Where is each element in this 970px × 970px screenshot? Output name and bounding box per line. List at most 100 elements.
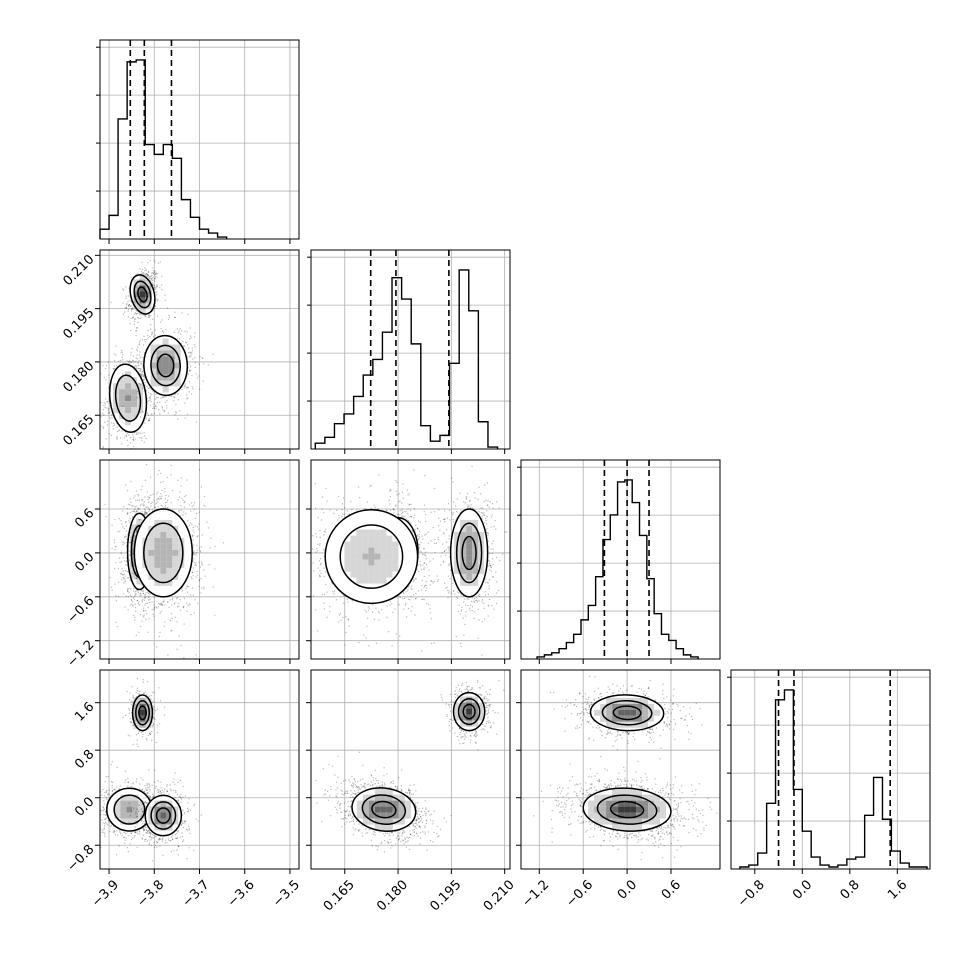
scatter-point	[168, 495, 170, 497]
density-cell	[162, 380, 169, 387]
scatter-point	[159, 603, 161, 605]
scatter-point	[156, 284, 158, 286]
scatter-point	[120, 572, 123, 574]
scatter-point	[144, 508, 146, 510]
scatter-point	[323, 549, 326, 551]
scatter-point	[131, 600, 134, 603]
density-cell	[160, 567, 167, 574]
scatter-point	[415, 577, 417, 580]
scatter-point	[134, 607, 137, 609]
scatter-point	[178, 605, 180, 607]
scatter-point	[130, 599, 133, 601]
scatter-point	[403, 597, 406, 599]
scatter-point	[155, 394, 157, 396]
scatter-point	[389, 503, 391, 505]
scatter-point	[194, 346, 196, 348]
scatter-point	[136, 599, 138, 602]
scatter-point	[191, 587, 194, 589]
density-cell	[125, 395, 132, 402]
scatter-point	[132, 505, 134, 507]
scatter-point	[148, 316, 150, 318]
scatter-point	[192, 553, 194, 555]
scatter-point	[123, 311, 126, 313]
scatter-point	[191, 523, 193, 525]
density-cell	[166, 567, 173, 574]
scatter-point	[125, 557, 127, 559]
density-cell	[160, 555, 167, 562]
panel-content	[104, 464, 225, 659]
scatter-point	[153, 499, 155, 502]
scatter-point	[138, 631, 140, 633]
scatter-point	[129, 521, 131, 523]
scatter-point	[161, 275, 163, 277]
density-cell	[113, 407, 120, 414]
scatter-point	[364, 508, 366, 510]
scatter-point	[164, 504, 167, 507]
scatter-point	[130, 310, 133, 312]
scatter-point	[130, 354, 132, 356]
scatter-point	[153, 271, 156, 274]
scatter-point	[134, 318, 136, 320]
scatter-point	[190, 352, 192, 354]
contour-line	[150, 344, 181, 387]
scatter-point	[149, 275, 151, 278]
scatter-point	[150, 323, 152, 326]
scatter-point	[187, 604, 189, 606]
scatter-point	[192, 529, 194, 531]
scatter-point	[144, 514, 146, 516]
scatter-point	[142, 590, 144, 592]
scatter-point	[142, 590, 144, 592]
scatter-point	[141, 601, 143, 603]
scatter-point	[103, 404, 105, 407]
scatter-point	[167, 654, 169, 656]
scatter-point	[114, 545, 117, 548]
scatter-point	[146, 400, 148, 402]
scatter-point	[185, 512, 187, 515]
scatter-point	[136, 354, 138, 356]
plot-data	[99, 40, 928, 869]
scatter-point	[134, 431, 136, 434]
density-cell	[131, 389, 138, 396]
scatter-point	[123, 573, 126, 575]
scatter-point	[191, 571, 194, 573]
scatter-point	[143, 513, 145, 515]
density-cell	[162, 362, 169, 369]
scatter-point	[149, 387, 151, 389]
scatter-point	[134, 594, 137, 596]
scatter-point	[408, 493, 410, 495]
scatter-point	[133, 509, 135, 511]
scatter-point	[176, 596, 178, 599]
scatter-point	[187, 387, 189, 389]
scatter-point	[186, 386, 188, 389]
scatter-point	[154, 334, 156, 336]
scatter-point	[389, 488, 391, 491]
scatter-point	[143, 351, 145, 354]
scatter-point	[188, 380, 191, 383]
scatter-point	[398, 493, 400, 495]
scatter-point	[144, 594, 146, 597]
scatter-point	[157, 397, 159, 399]
scatter-point	[137, 493, 139, 495]
scatter-point	[192, 539, 194, 541]
scatter-point	[425, 555, 427, 557]
scatter-point	[155, 273, 157, 275]
scatter-point	[136, 390, 139, 393]
scatter-point	[148, 592, 150, 595]
scatter-point	[187, 313, 189, 316]
density-cell	[125, 389, 132, 396]
scatter-point	[128, 520, 130, 522]
scatter-point	[181, 388, 183, 391]
scatter-point	[180, 477, 182, 479]
density-cell	[174, 356, 181, 363]
scatter-point	[123, 593, 125, 595]
scatter-point	[138, 354, 140, 356]
density-cell	[172, 549, 179, 556]
scatter-point	[422, 538, 424, 541]
scatter-point	[148, 391, 150, 394]
scatter-point	[195, 654, 197, 656]
density-cell	[150, 362, 157, 369]
scatter-point	[146, 602, 149, 604]
scatter-point	[122, 353, 124, 355]
scatter-point	[151, 331, 153, 333]
scatter-point	[192, 575, 194, 577]
